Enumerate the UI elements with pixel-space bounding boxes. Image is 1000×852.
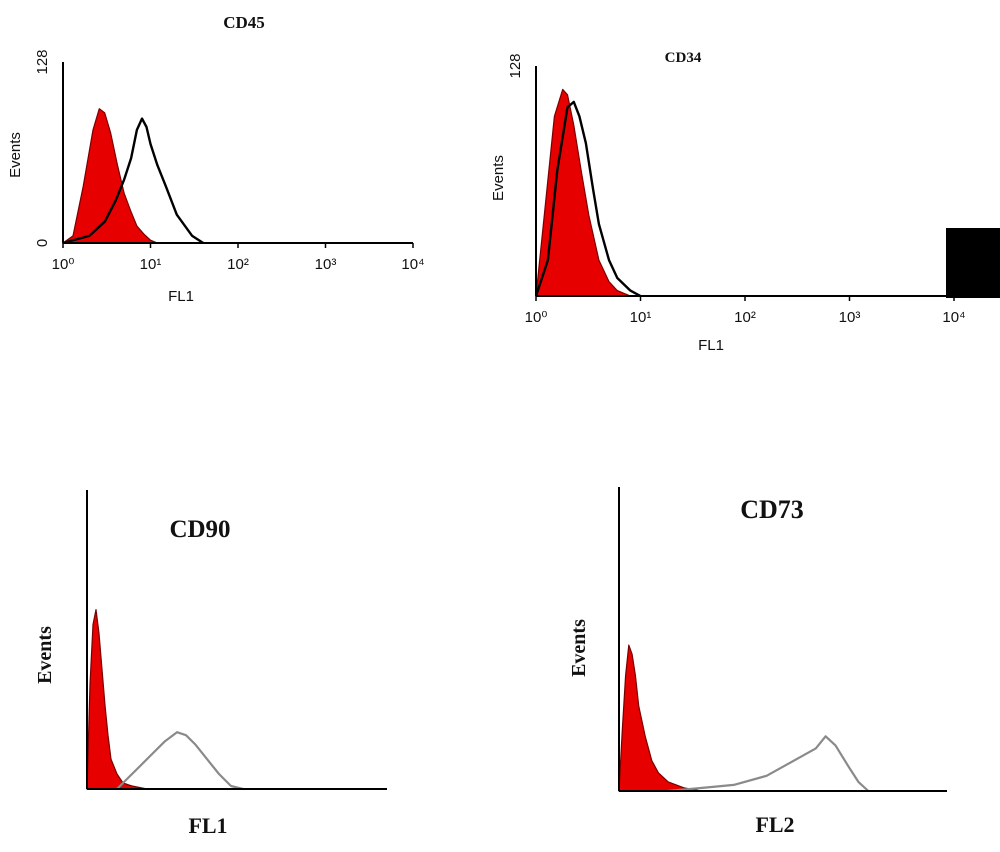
y-axis-label: Events — [34, 626, 56, 684]
y-tick-label: 0 — [34, 239, 51, 247]
marker-histogram-line — [534, 100, 642, 298]
marker-histogram-line — [62, 117, 204, 245]
x-tick-label: 10⁰ — [52, 256, 75, 273]
panel-title: CD73 — [740, 495, 804, 524]
marker-histogram-line — [668, 735, 870, 793]
y-axis-label: Events — [568, 619, 590, 677]
panel-title: CD45 — [223, 13, 265, 32]
y-axis-label: Events — [7, 132, 24, 178]
x-axis-label: FL1 — [168, 288, 194, 305]
x-tick-label: 10² — [227, 256, 249, 273]
y-tick-label: 128 — [34, 49, 51, 74]
x-axis-label: FL1 — [188, 813, 227, 838]
histogram-panel-cd73: CD73 FL2 Events — [568, 487, 947, 837]
isotype-control-histogram — [86, 609, 148, 790]
isotype-control-histogram — [618, 644, 702, 792]
histogram-panel-cd90: CD90 FL1 Events — [34, 490, 387, 838]
x-axis-label: FL1 — [698, 337, 724, 354]
panel-title: CD34 — [665, 50, 702, 66]
x-tick-label: 10⁴ — [401, 256, 424, 273]
x-axis-label: FL2 — [755, 812, 794, 837]
x-tick-label: 10¹ — [630, 309, 652, 326]
x-tick-label: 10⁴ — [942, 309, 965, 326]
histogram-panel-cd34: CD34 10⁰ 10¹ 10² 10³ 10⁴ 128 FL1 Events — [490, 50, 966, 354]
x-tick-label: 10⁰ — [525, 309, 548, 326]
x-tick-label: 10¹ — [140, 256, 162, 273]
isotype-control-histogram — [535, 88, 631, 297]
x-tick-label: 10² — [734, 309, 756, 326]
x-tick-label: 10³ — [315, 256, 337, 273]
marker-histogram-line — [116, 731, 244, 791]
isotype-control-histogram — [62, 108, 158, 244]
redaction-block — [946, 228, 1000, 298]
x-tick-label: 10³ — [839, 309, 861, 326]
histogram-panel-cd45: CD45 10⁰ 10¹ 10² 10³ 10⁴ 0 128 FL1 Events — [7, 13, 425, 305]
y-tick-label: 128 — [507, 53, 524, 78]
y-axis-label: Events — [490, 155, 507, 201]
panel-title: CD90 — [169, 516, 230, 543]
